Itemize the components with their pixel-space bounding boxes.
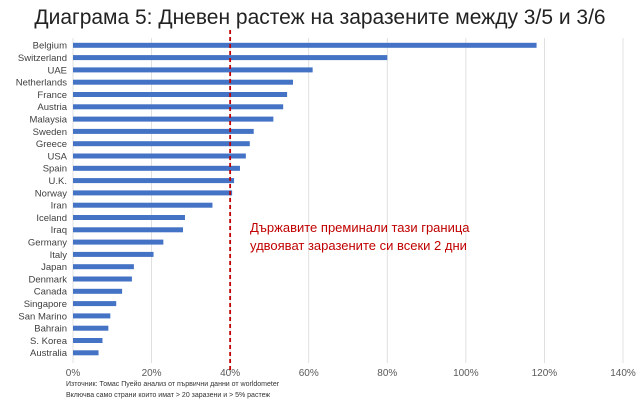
- bar: [73, 313, 111, 319]
- category-label: Bahrain: [34, 324, 67, 335]
- category-label: USA: [47, 151, 67, 162]
- category-label: S. Korea: [30, 336, 68, 347]
- threshold-annotation: удвояват заразените си всеки 2 дни: [250, 238, 467, 253]
- category-label: France: [37, 90, 67, 101]
- category-label: Sweden: [33, 127, 67, 138]
- bar: [73, 338, 103, 343]
- bar: [73, 325, 109, 331]
- category-label: Denmark: [28, 274, 67, 285]
- category-label: Norway: [35, 188, 67, 199]
- bar: [73, 128, 254, 134]
- bar: [73, 92, 288, 97]
- bar: [73, 276, 132, 282]
- threshold-group: Държавите преминали тази граница удвояват…: [229, 30, 470, 371]
- category-label: San Marino: [18, 311, 67, 322]
- category-label: Belgium: [33, 41, 67, 52]
- bar: [73, 190, 233, 196]
- bar: [73, 104, 284, 110]
- x-tick-label: 40%: [220, 368, 240, 379]
- x-tick-label: 100%: [453, 368, 479, 379]
- category-label: Netherlands: [16, 78, 67, 89]
- x-axis-ticks: 0% 20% 40% 60% 80% 100% 120% 140%: [66, 368, 636, 379]
- bar: [73, 79, 293, 85]
- category-label: Germany: [28, 238, 67, 249]
- category-label: Malaysia: [30, 115, 68, 126]
- category-labels: BelgiumSwitzerlandUAENetherlandsFranceAu…: [16, 41, 68, 360]
- bar: [73, 42, 537, 48]
- bar: [73, 227, 183, 233]
- category-label: Spain: [43, 164, 67, 175]
- category-label: Austria: [37, 102, 67, 113]
- x-tick-label: 140%: [610, 368, 636, 379]
- bar: [73, 251, 154, 257]
- x-tick-label: 20%: [142, 368, 162, 379]
- category-label: Italy: [50, 250, 68, 261]
- bar: [73, 55, 388, 61]
- bar: [73, 178, 235, 184]
- category-label: Singapore: [24, 299, 67, 310]
- category-label: Iceland: [36, 213, 67, 224]
- x-tick-label: 120%: [532, 368, 558, 379]
- category-label: Switzerland: [18, 53, 67, 64]
- bar: [73, 239, 164, 245]
- source-note: Източник: Томас Пуейо анализ от първични…: [66, 381, 280, 388]
- bar: [73, 153, 246, 159]
- bar: [73, 202, 213, 208]
- x-tick-label: 80%: [377, 368, 397, 379]
- inclusion-note: Включва само страни които имат > 20 зара…: [66, 392, 271, 399]
- gridlines: [72, 38, 624, 363]
- threshold-annotation: Държавите преминали тази граница: [250, 220, 470, 235]
- bar: [73, 288, 123, 294]
- bar: [73, 215, 185, 220]
- category-label: Canada: [34, 287, 68, 298]
- chart-title: Диаграма 5: Дневен растеж на заразените …: [34, 6, 606, 29]
- bars: [73, 42, 537, 356]
- bar: [73, 301, 117, 307]
- category-label: Japan: [41, 262, 67, 273]
- category-label: Greece: [36, 139, 67, 150]
- x-tick-label: 0%: [66, 368, 81, 379]
- category-label: Australia: [30, 348, 68, 359]
- bar: [73, 165, 240, 171]
- category-label: U.K.: [49, 176, 67, 187]
- category-label: UAE: [47, 65, 67, 76]
- bar: [73, 141, 250, 147]
- category-label: Iraq: [51, 225, 67, 236]
- bar: [73, 264, 134, 270]
- bar: [73, 67, 313, 73]
- x-tick-label: 60%: [299, 368, 319, 379]
- category-label: Iran: [51, 201, 67, 212]
- bar: [73, 116, 274, 122]
- bar: [73, 350, 99, 356]
